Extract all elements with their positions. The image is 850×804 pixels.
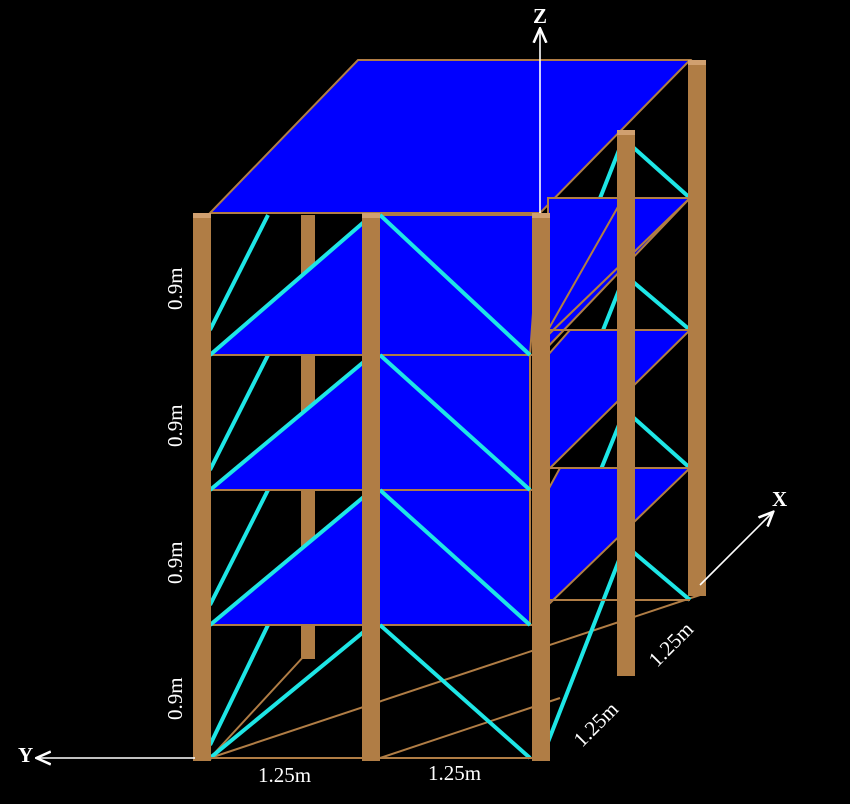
column-mid-right [617, 130, 635, 676]
column-front-middle [362, 213, 380, 761]
x-axis-label: X [772, 487, 787, 511]
y-axis-label: Y [18, 743, 33, 767]
story-height-label-3: 0.9m [163, 541, 187, 584]
axes [38, 30, 772, 758]
column-front-left [193, 213, 211, 761]
z-axis-label: Z [533, 4, 547, 28]
bay-width-x-label-2: 1.25m [644, 617, 699, 672]
floor-slabs-side [538, 197, 693, 608]
left-face-braces [208, 214, 270, 746]
column-back-right [688, 60, 706, 596]
column-front-right [532, 213, 550, 761]
x-axis [699, 513, 772, 586]
story-height-label-4: 0.9m [163, 677, 187, 720]
story-height-label-1: 0.9m [163, 267, 187, 310]
front-face-braces [208, 213, 532, 760]
columns [193, 60, 706, 761]
story-height-label-2: 0.9m [163, 404, 187, 447]
bay-width-x-label-1: 1.25m [569, 697, 624, 752]
bay-width-y-label-1: 1.25m [258, 763, 311, 787]
bay-width-y-label-2: 1.25m [428, 761, 481, 785]
